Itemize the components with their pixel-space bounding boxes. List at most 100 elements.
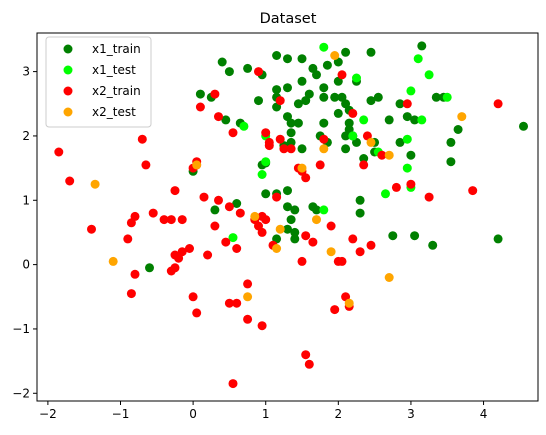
point-x2-test-3 — [250, 211, 260, 221]
point-x2-train-56 — [304, 359, 314, 369]
point-x1-train-67 — [453, 125, 463, 134]
point-x1-train-36 — [344, 118, 354, 128]
point-x2-train-67 — [355, 247, 365, 257]
point-x1-train-49 — [297, 144, 307, 154]
point-x2-test-6 — [243, 292, 253, 302]
y-tick-label: 2 — [22, 129, 30, 143]
point-x1-train-11 — [341, 47, 351, 57]
x-tick-label: 0 — [189, 407, 197, 421]
point-x1-train-90 — [428, 240, 438, 250]
point-x1-test-1 — [413, 54, 423, 64]
point-x2-train-71 — [377, 150, 387, 160]
point-x1-train-66 — [446, 157, 456, 167]
point-x2-train-47 — [275, 134, 285, 144]
point-x2-test-14 — [366, 137, 376, 147]
x-tick-label: 4 — [480, 407, 488, 421]
point-x2-train-34 — [232, 244, 242, 253]
point-x1-train-92 — [145, 263, 154, 273]
point-x2-test-7 — [312, 215, 321, 225]
point-x2-train-66 — [348, 234, 358, 244]
point-x1-train-91 — [493, 234, 503, 244]
point-x1-train-78 — [290, 227, 300, 237]
point-x2-train-69 — [359, 160, 369, 170]
point-x2-train-9 — [141, 160, 151, 170]
point-x2-train-84 — [254, 67, 263, 77]
point-x1-test-12 — [402, 134, 412, 144]
point-x2-train-42 — [257, 227, 267, 237]
point-x1-test-0 — [319, 42, 329, 52]
point-x1-train-30 — [319, 83, 329, 93]
point-x1-train-89 — [388, 231, 398, 241]
point-x2-train-37 — [243, 314, 253, 324]
point-x1-train-85 — [232, 199, 242, 208]
point-x2-test-10 — [384, 273, 394, 282]
point-x1-train-19 — [221, 115, 231, 125]
point-x2-train-77 — [493, 99, 503, 109]
point-x1-train-12 — [366, 47, 376, 57]
point-x2-train-49 — [286, 144, 296, 154]
point-x2-test-5 — [272, 244, 282, 253]
point-x1-train-87 — [355, 208, 365, 218]
legend-marker-x1-test — [63, 65, 73, 75]
point-x1-train-9 — [322, 60, 332, 70]
point-x1-train-1 — [224, 67, 234, 77]
point-x2-train-26 — [203, 250, 213, 260]
y-tick-label: −1 — [12, 322, 30, 336]
point-x2-train-35 — [235, 208, 245, 218]
point-x2-train-83 — [228, 128, 238, 138]
point-x2-train-19 — [188, 292, 198, 302]
legend-label-x2-test: x2_test — [92, 105, 136, 119]
plot-area-frame — [36, 32, 539, 402]
point-x2-train-73 — [402, 99, 412, 109]
x-tick-label: −2 — [39, 407, 57, 421]
point-x1-train-80 — [283, 224, 292, 234]
point-x1-train-42 — [431, 92, 441, 102]
point-x2-train-81 — [210, 89, 220, 99]
point-x1-train-79 — [290, 234, 300, 244]
point-x1-train-83 — [308, 202, 318, 212]
point-x2-train-74 — [406, 179, 416, 189]
point-x1-train-68 — [519, 121, 528, 131]
legend: x1_train x1_test x2_train x2_test — [45, 36, 152, 128]
point-x2-train-27 — [210, 221, 220, 231]
point-x1-train-65 — [446, 137, 456, 147]
point-x2-train-46 — [272, 192, 282, 202]
point-x1-train-15 — [297, 76, 307, 86]
point-x2-train-55 — [301, 350, 311, 360]
point-x1-train-75 — [283, 202, 292, 212]
point-x2-train-76 — [468, 186, 478, 196]
point-x1-train-27 — [293, 99, 303, 109]
legend-label-x1-test: x1_test — [92, 63, 136, 77]
point-x2-train-10 — [148, 208, 158, 218]
y-axis-ticks: −2 −1 0 1 2 3 — [12, 65, 37, 400]
point-x2-train-33 — [232, 298, 242, 308]
point-x1-train-37 — [366, 96, 376, 106]
point-x2-train-17 — [177, 247, 187, 257]
point-x2-train-0 — [54, 147, 64, 157]
point-x1-train-44 — [286, 118, 296, 128]
point-x2-train-43 — [261, 215, 271, 225]
point-x1-train-23 — [272, 85, 282, 95]
point-x2-test-9 — [344, 298, 354, 308]
point-x1-train-51 — [319, 118, 329, 128]
point-x2-train-23 — [170, 186, 180, 196]
point-x1-train-74 — [283, 186, 292, 196]
point-x2-test-2 — [192, 160, 202, 170]
point-x2-train-68 — [366, 240, 376, 250]
point-x1-test-8 — [417, 115, 427, 125]
legend-label-x1-train: x1_train — [92, 42, 141, 56]
point-x2-test-13 — [384, 150, 394, 160]
point-x2-train-63 — [337, 256, 347, 266]
point-x2-train-3 — [123, 234, 133, 244]
point-x2-train-86 — [264, 137, 274, 147]
point-x2-train-85 — [261, 128, 271, 138]
point-x2-train-25 — [199, 192, 209, 202]
point-x1-train-45 — [286, 128, 296, 138]
point-x2-train-80 — [195, 102, 205, 112]
point-x1-test-3 — [424, 70, 434, 80]
point-x2-train-61 — [330, 305, 340, 315]
legend-label-x2-train: x2_train — [92, 84, 141, 98]
point-x1-train-56 — [341, 144, 351, 154]
point-x1-train-17 — [195, 89, 205, 99]
